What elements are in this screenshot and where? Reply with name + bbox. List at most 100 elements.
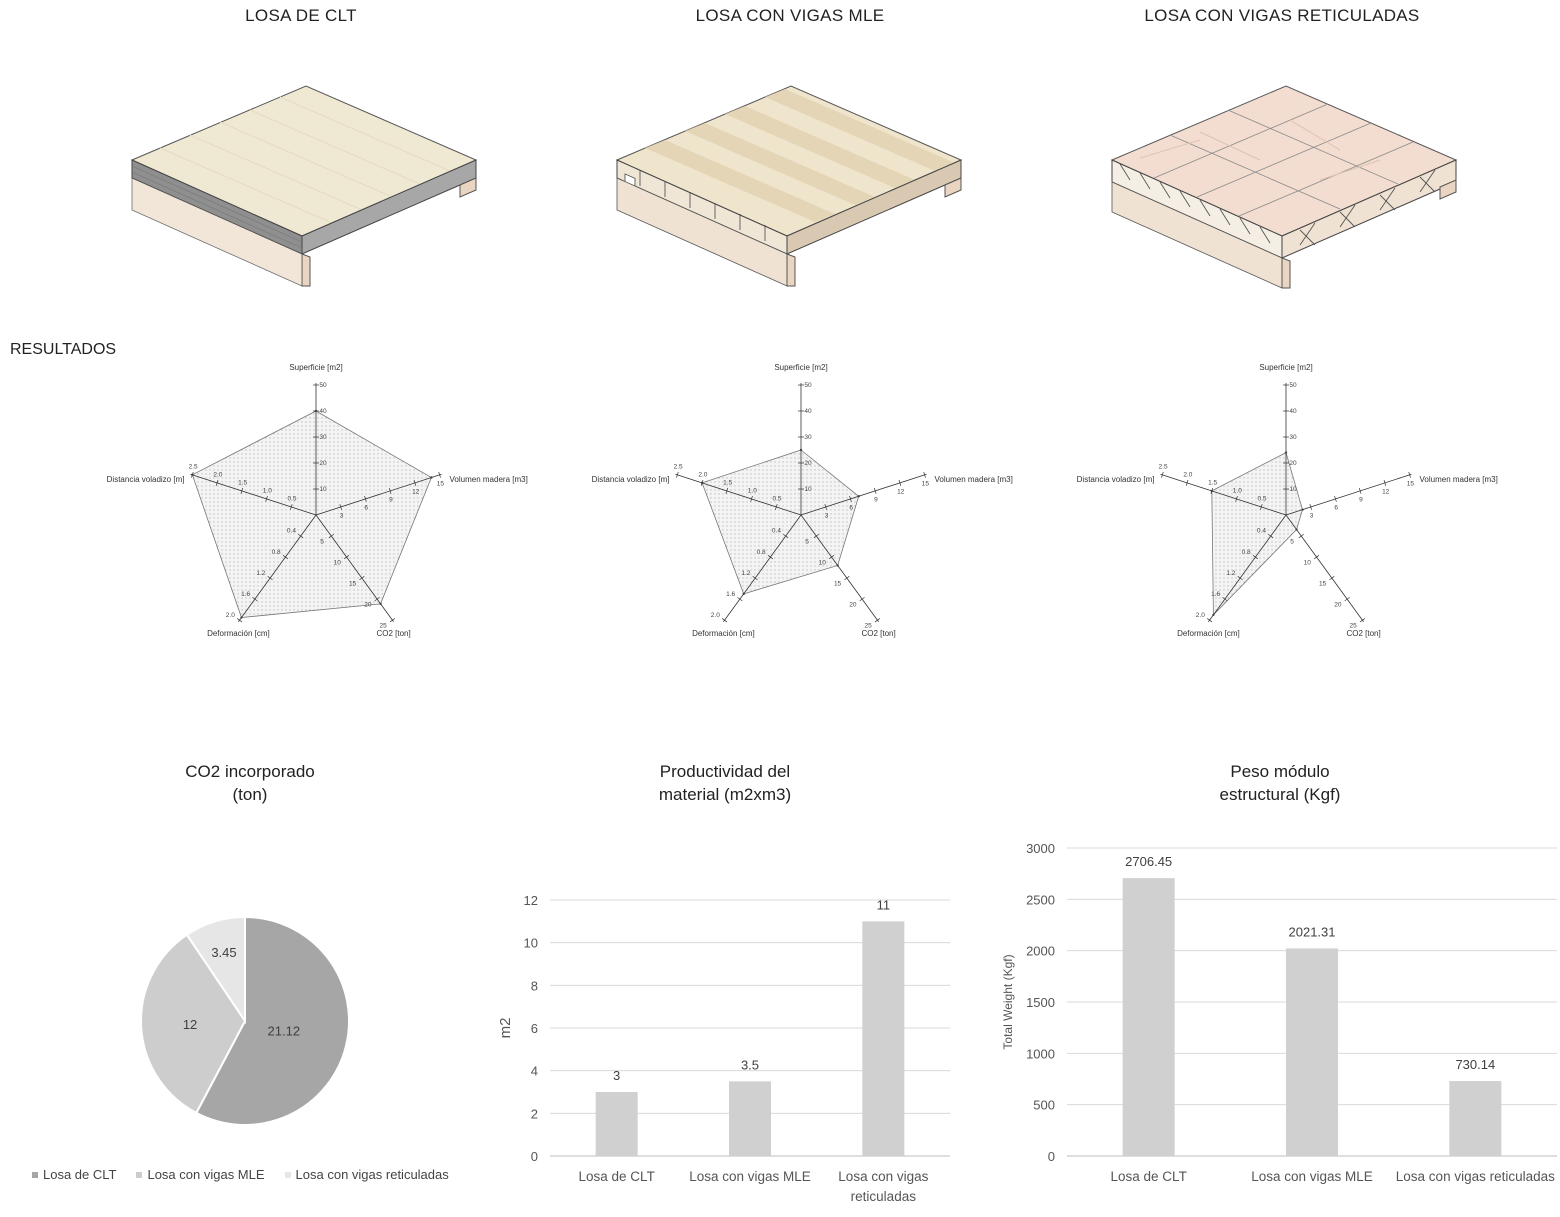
radar-tick-label: 40 bbox=[1289, 408, 1297, 415]
slab-clt-illustration bbox=[130, 85, 478, 287]
radar-tick bbox=[775, 504, 778, 510]
bar-1 bbox=[729, 1081, 771, 1156]
radar-tick-label: 5 bbox=[1290, 538, 1294, 545]
radar-tick-label: 9 bbox=[1359, 496, 1363, 503]
radar-tick bbox=[874, 618, 881, 623]
radar-tick-label: 0.5 bbox=[1258, 495, 1267, 502]
weight-chart-title: Peso módulo estructural (Kgf) bbox=[1130, 760, 1430, 806]
radar-tick bbox=[343, 555, 350, 560]
radar-tick bbox=[252, 597, 258, 602]
radar-tick bbox=[413, 479, 417, 486]
radar-tick-label: 1.5 bbox=[1208, 479, 1217, 486]
radar-axis-3 bbox=[723, 514, 802, 623]
radar-tick-label: 50 bbox=[319, 382, 327, 389]
x-category-label: Losa de CLT bbox=[1111, 1169, 1187, 1184]
radar-area bbox=[701, 449, 860, 595]
radar-axis-2 bbox=[315, 514, 394, 623]
radar-axis-2 bbox=[800, 514, 879, 623]
radar-tick-label: 0.8 bbox=[757, 549, 766, 556]
radar-tick bbox=[298, 533, 304, 539]
bar-data-label-1: 3.5 bbox=[741, 1057, 759, 1072]
y-tick-label: 0 bbox=[1048, 1149, 1055, 1164]
radar-tick-label: 2.5 bbox=[1159, 463, 1168, 470]
radar-tick-label: 6 bbox=[1334, 504, 1338, 511]
bar-data-label-0: 3 bbox=[613, 1068, 620, 1083]
radar-tick-label: 15 bbox=[834, 580, 842, 587]
bar-2 bbox=[1449, 1081, 1502, 1156]
radar-axis-1 bbox=[800, 473, 927, 516]
pie-chart-title: CO2 incorporado (ton) bbox=[100, 760, 400, 806]
bar-data-label-2: 11 bbox=[877, 897, 891, 912]
radar-tick-label: 50 bbox=[804, 382, 812, 389]
radar-tick-label: 5 bbox=[805, 538, 809, 545]
radar-chart-truss: 10 20 30 40 50 Superficie [m2] 3 6 9 12 15 Volumen … bbox=[1077, 363, 1498, 638]
radar-tick-label: 25 bbox=[865, 622, 873, 629]
radar-tick bbox=[750, 495, 753, 502]
radar-tick-label: 2.0 bbox=[1196, 612, 1205, 619]
radar-tick bbox=[813, 533, 819, 539]
radar-tick bbox=[923, 471, 926, 478]
radar-tick-label: 10 bbox=[1304, 559, 1312, 566]
productivity-chart-title: Productividad del material (m2xm3) bbox=[575, 760, 875, 806]
radar-tick bbox=[1222, 597, 1228, 602]
weight-bar-chart: 0 500 1000 1500 2000 2500 3000 2706.45 Losa de C… bbox=[1001, 841, 1557, 1184]
radar-tick-label: 15 bbox=[1319, 580, 1327, 587]
radar-axis-label: CO2 [ton] bbox=[376, 629, 410, 638]
radar-axis-label: Volumen madera [m3] bbox=[935, 475, 1013, 484]
pie-data-label-2: 3.45 bbox=[211, 945, 236, 960]
legend-swatch-truss bbox=[284, 1171, 291, 1178]
radar-tick-label: 9 bbox=[874, 496, 878, 503]
radar-axis-label: CO2 [ton] bbox=[861, 629, 895, 638]
y-tick-label: 6 bbox=[531, 1021, 538, 1036]
results-label: RESULTADOS bbox=[10, 341, 117, 358]
radar-tick bbox=[389, 618, 396, 623]
pie-legend: Losa de CLT Losa con vigas MLE Losa con … bbox=[32, 1167, 449, 1182]
radar-tick-label: 0.4 bbox=[287, 528, 296, 535]
pie-slice-2 bbox=[185, 915, 246, 1025]
radar-axis-label: Superficie [m2] bbox=[1259, 363, 1312, 372]
radar-tick-label: 20 bbox=[319, 460, 327, 467]
radar-axis-label: Volumen madera [m3] bbox=[450, 475, 528, 484]
slab-mle-illustration bbox=[615, 85, 963, 287]
radar-tick bbox=[721, 618, 728, 623]
radar-tick-label: 3 bbox=[825, 513, 829, 520]
y-tick-label: 4 bbox=[531, 1064, 538, 1079]
bar-data-label-0: 2706.45 bbox=[1125, 854, 1172, 869]
x-category-label: Losa con vigas MLE bbox=[1251, 1169, 1373, 1184]
slab-title-truss: LOSA CON VIGAS RETICULADAS bbox=[1144, 6, 1420, 25]
radar-axis-1 bbox=[315, 473, 442, 516]
y-tick-label: 1000 bbox=[1026, 1046, 1055, 1061]
radar-tick-label: 0.8 bbox=[1242, 549, 1251, 556]
radar-tick-label: 1.0 bbox=[748, 487, 757, 494]
radar-tick bbox=[1161, 471, 1164, 478]
radar-tick-label: 2.5 bbox=[674, 463, 683, 470]
radar-tick-label: 30 bbox=[804, 434, 812, 441]
radar-tick-label: 2.0 bbox=[698, 471, 707, 478]
radar-tick-label: 1.5 bbox=[723, 479, 732, 486]
radar-tick-label: 2.5 bbox=[189, 463, 198, 470]
radar-tick bbox=[282, 555, 289, 560]
radar-tick bbox=[1252, 555, 1259, 560]
radar-tick-label: 20 bbox=[1289, 460, 1297, 467]
radar-tick-label: 10 bbox=[819, 559, 827, 566]
radar-axis-3 bbox=[1208, 514, 1287, 623]
radar-tick-label: 30 bbox=[1289, 434, 1297, 441]
legend-label-truss: Losa con vigas reticuladas bbox=[295, 1167, 449, 1182]
radar-tick bbox=[215, 479, 219, 486]
radar-tick bbox=[1359, 618, 1366, 623]
radar-tick-label: 15 bbox=[349, 580, 357, 587]
radar-tick bbox=[1235, 495, 1238, 502]
radar-tick bbox=[859, 597, 865, 602]
radar-axis-label: Distancia voladizo [m] bbox=[592, 475, 670, 484]
radar-tick-label: 25 bbox=[380, 622, 388, 629]
radar-tick-label: 20 bbox=[804, 460, 812, 467]
radar-tick bbox=[267, 576, 273, 581]
bar-0 bbox=[1122, 878, 1175, 1156]
radar-tick bbox=[1408, 471, 1411, 478]
radar-tick bbox=[824, 504, 827, 510]
radar-axis-4 bbox=[190, 473, 317, 516]
radar-tick-label: 1.2 bbox=[1226, 570, 1235, 577]
radar-tick-label: 20 bbox=[1334, 601, 1342, 608]
radar-tick bbox=[240, 487, 244, 494]
radar-tick-label: 1.0 bbox=[1233, 487, 1242, 494]
